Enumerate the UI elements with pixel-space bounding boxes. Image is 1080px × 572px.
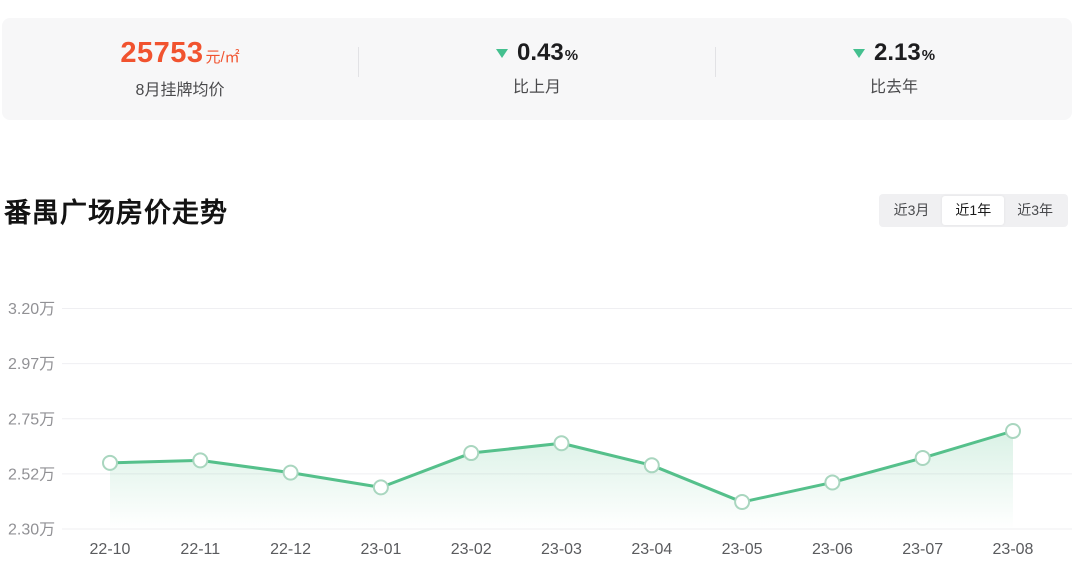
- stat-year-change: 2.13 % 比去年: [716, 41, 1072, 97]
- month-change-percent-sign: %: [564, 47, 579, 64]
- data-point-marker: [372, 479, 389, 496]
- month-change-label: 比上月: [512, 79, 561, 96]
- y-axis-tick-label: 2.30万: [8, 522, 55, 539]
- data-point-marker: [643, 457, 660, 474]
- x-axis-tick-label: 23-02: [451, 541, 492, 558]
- x-axis-tick-label: 23-04: [631, 541, 672, 558]
- data-point-marker: [192, 452, 209, 469]
- y-axis-tick-label: 2.52万: [8, 466, 55, 483]
- price-summary-banner: 25753 元/㎡ 8月挂牌均价 0.43 % 比上月 2.13 % 比去年: [2, 18, 1072, 120]
- data-point-marker: [102, 454, 118, 471]
- series-area: [110, 431, 1013, 529]
- stat-average-price: 25753 元/㎡ 8月挂牌均价: [2, 36, 358, 100]
- divider: [358, 47, 359, 77]
- y-axis-tick-label: 2.75万: [8, 411, 55, 428]
- x-axis-tick-label: 23-07: [902, 541, 943, 558]
- year-change-value-row: 2.13 %: [852, 39, 936, 66]
- tab-last-1-year[interactable]: 近1年: [942, 195, 1005, 225]
- average-price-value-row: 25753 元/㎡: [120, 36, 240, 69]
- x-axis-tick-label: 22-11: [180, 541, 220, 558]
- x-axis-tick-label: 23-06: [812, 541, 853, 558]
- divider: [715, 47, 716, 77]
- chart-section-header: 番禺广场房价走势 近3月 近1年 近3年: [0, 192, 1080, 228]
- average-price-value: 25753: [120, 36, 204, 69]
- price-trend-svg: 3.20万 2.97万 2.75万 2.52万 2.30万 22-10 22-11 22-12…: [8, 301, 1072, 558]
- data-point-marker: [1005, 423, 1021, 439]
- x-axis-tick-label: 23-08: [993, 541, 1034, 558]
- time-range-tabs: 近3月 近1年 近3年: [878, 193, 1068, 227]
- data-point-marker: [463, 445, 480, 462]
- year-change-label: 比去年: [869, 79, 918, 96]
- y-axis-tick-label: 3.20万: [8, 301, 55, 318]
- year-change-percent-sign: %: [921, 47, 936, 64]
- month-change-value: 0.43: [516, 39, 564, 66]
- triangle-down-icon: [852, 48, 865, 58]
- price-trend-chart: 3.20万 2.97万 2.75万 2.52万 2.30万 22-10 22-11 22-12…: [0, 282, 1080, 572]
- x-axis-tick-label: 22-12: [270, 541, 311, 558]
- x-axis-tick-label: 23-05: [722, 541, 763, 558]
- data-point-marker: [553, 435, 570, 452]
- tab-last-3-years[interactable]: 近3年: [1004, 196, 1066, 225]
- x-axis-tick-label: 23-03: [541, 541, 582, 558]
- data-point-marker: [734, 494, 751, 511]
- month-change-value-row: 0.43 %: [495, 39, 579, 66]
- average-price-label: 8月挂牌均价: [135, 81, 225, 99]
- triangle-down-icon: [495, 48, 508, 58]
- tab-last-3-months[interactable]: 近3月: [881, 196, 943, 225]
- data-point-marker: [282, 464, 299, 481]
- average-price-unit: 元/㎡: [205, 48, 240, 66]
- stat-month-change: 0.43 % 比上月: [359, 41, 715, 97]
- data-point-marker: [824, 474, 841, 491]
- data-point-marker: [914, 449, 931, 466]
- x-axis-tick-label: 22-10: [90, 541, 131, 558]
- year-change-value: 2.13: [873, 39, 921, 66]
- page-title: 番禺广场房价走势: [4, 197, 228, 228]
- x-axis-tick-label: 23-01: [360, 541, 401, 558]
- y-axis-tick-label: 2.97万: [8, 356, 55, 373]
